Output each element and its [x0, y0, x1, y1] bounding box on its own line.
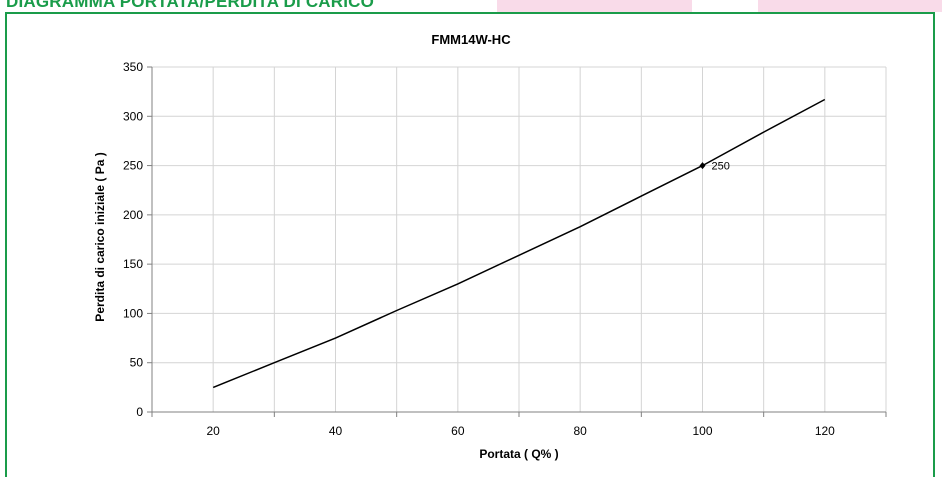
data-label: 250: [712, 161, 730, 173]
pink-tab: [497, 0, 692, 12]
y-tick-labels: 0 50 100 150 200 250 300 350: [123, 60, 152, 419]
y-tick-label: 100: [123, 306, 143, 320]
series-layer: [212, 98, 826, 389]
x-tick-label: 80: [573, 424, 587, 438]
y-tick-label: 0: [136, 405, 143, 419]
x-tick-label: 120: [815, 424, 835, 438]
y-tick-label: 250: [123, 159, 143, 173]
pink-tab: [758, 0, 942, 12]
top-strip: DIAGRAMMA PORTATA/PERDITA DI CARICO: [0, 0, 942, 12]
y-tick-label: 150: [123, 257, 143, 271]
chart-title: FMM14W-HC: [431, 32, 511, 47]
x-tick-label: 100: [692, 424, 712, 438]
section-heading: DIAGRAMMA PORTATA/PERDITA DI CARICO: [6, 0, 375, 11]
x-tick-label: 40: [329, 424, 343, 438]
y-tick-label: 200: [123, 208, 143, 222]
x-tick-label: 20: [206, 424, 220, 438]
y-axis-title: Perdita di carico iniziale ( Pa ): [93, 152, 107, 321]
x-axis-title: Portata ( Q% ): [479, 447, 558, 461]
series-line: [212, 98, 826, 389]
x-tick-label: 60: [451, 424, 465, 438]
chart-grid: [152, 66, 887, 412]
y-tick-label: 350: [123, 60, 143, 74]
annotations: 250: [699, 161, 730, 173]
data-marker: [699, 162, 706, 170]
x-tick-labels: 20 40 60 80 100 120: [151, 412, 887, 438]
y-tick-label: 50: [130, 356, 144, 370]
chart-frame: [5, 12, 935, 477]
y-tick-label: 300: [123, 109, 143, 123]
